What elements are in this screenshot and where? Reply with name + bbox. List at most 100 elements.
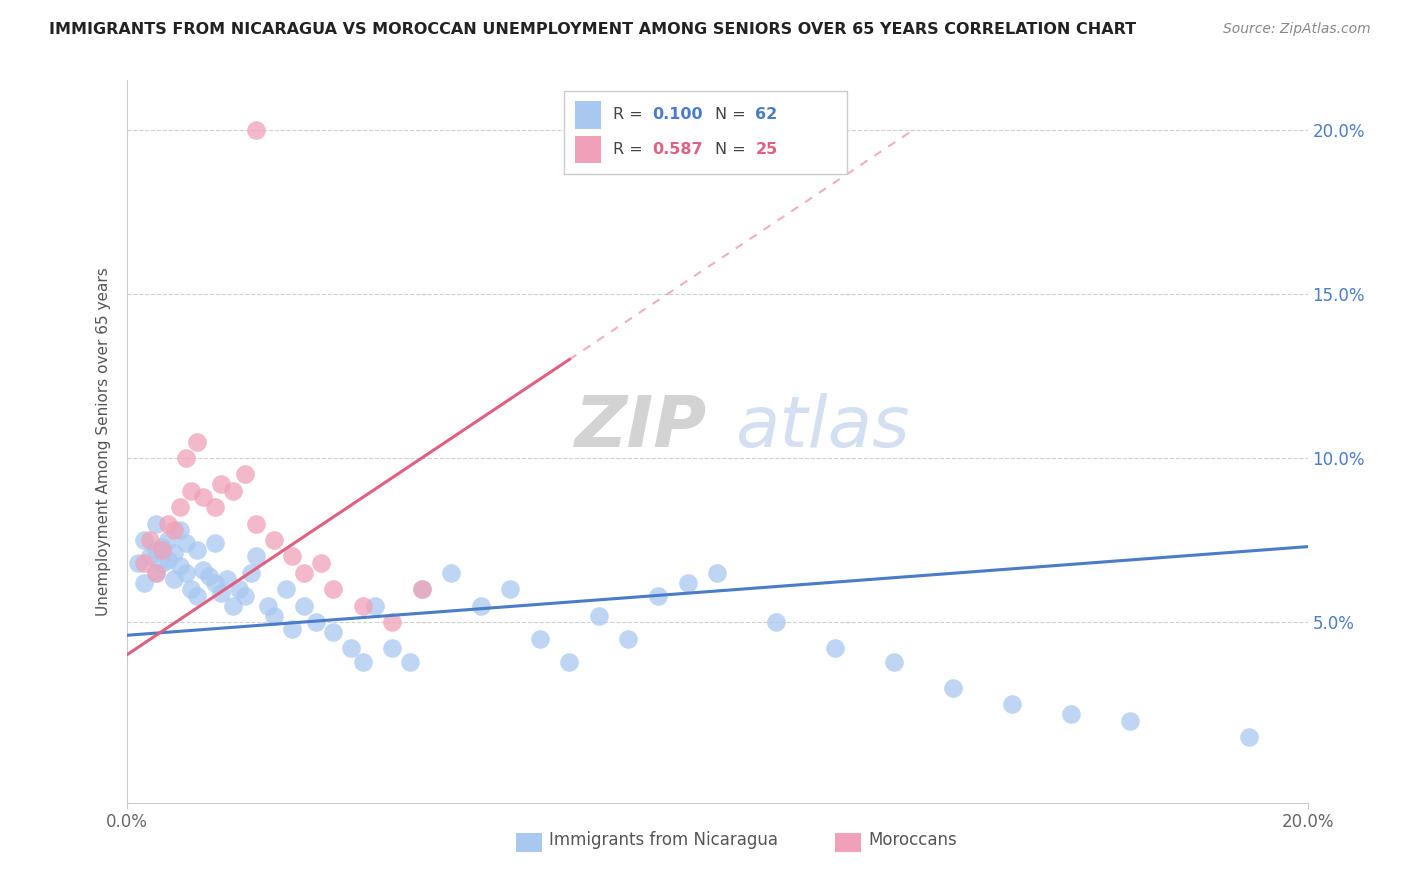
Point [311, 556, 333, 570]
Point [363, 599, 385, 613]
Point [529, 632, 551, 646]
Point [145, 566, 167, 580]
Point [174, 536, 197, 550]
Text: 25: 25 [756, 142, 779, 157]
Point [1060, 707, 1083, 722]
Point [352, 599, 374, 613]
Point [134, 556, 156, 570]
Text: R =: R = [613, 142, 648, 157]
Point [156, 553, 179, 567]
Point [163, 523, 186, 537]
Point [150, 556, 173, 570]
Point [204, 536, 226, 550]
Bar [575, 101, 602, 128]
Point [942, 681, 965, 695]
Bar [564, 91, 846, 174]
Point [180, 582, 202, 597]
Point [304, 615, 326, 630]
Text: 62: 62 [755, 107, 778, 122]
Point [765, 615, 787, 630]
Point [156, 516, 179, 531]
Text: ZIP: ZIP [575, 392, 707, 461]
Point [411, 582, 433, 597]
Point [169, 500, 191, 515]
Point [1237, 730, 1260, 744]
Text: Source: ZipAtlas.com: Source: ZipAtlas.com [1223, 22, 1371, 37]
Text: IMMIGRANTS FROM NICARAGUA VS MOROCCAN UNEMPLOYMENT AMONG SENIORS OVER 65 YEARS C: IMMIGRANTS FROM NICARAGUA VS MOROCCAN UN… [49, 22, 1136, 37]
Point [352, 655, 374, 669]
Point [883, 655, 905, 669]
Point [706, 566, 728, 580]
Point [322, 582, 344, 597]
Point [186, 542, 208, 557]
Point [145, 516, 167, 531]
Point [233, 589, 256, 603]
Point [169, 559, 191, 574]
Point [617, 632, 640, 646]
Point [209, 585, 232, 599]
Point [186, 589, 208, 603]
Point [281, 622, 304, 636]
Point [134, 533, 156, 547]
Point [381, 641, 404, 656]
Point [263, 533, 285, 547]
Point [180, 483, 202, 498]
Point [274, 582, 297, 597]
Point [558, 655, 581, 669]
Point [470, 599, 492, 613]
Point [150, 542, 173, 557]
Point [399, 655, 422, 669]
Point [139, 549, 162, 564]
Point [411, 582, 433, 597]
Point [257, 599, 280, 613]
Point [824, 641, 846, 656]
Point [281, 549, 304, 564]
Text: N =: N = [714, 107, 751, 122]
Point [245, 122, 267, 136]
Text: 0.100: 0.100 [652, 107, 703, 122]
Point [222, 599, 245, 613]
Point [204, 500, 226, 515]
Point [145, 542, 167, 557]
Point [174, 566, 197, 580]
Point [245, 516, 267, 531]
Point [145, 566, 167, 580]
Bar [516, 833, 543, 852]
Point [263, 608, 285, 623]
Point [169, 523, 191, 537]
Point [134, 575, 156, 590]
Point [163, 573, 186, 587]
Point [209, 477, 232, 491]
Point [127, 556, 149, 570]
Point [292, 599, 315, 613]
Point [381, 615, 404, 630]
Point [588, 608, 610, 623]
Text: Moroccans: Moroccans [869, 831, 957, 849]
Point [233, 467, 256, 482]
Point [322, 625, 344, 640]
Point [193, 563, 215, 577]
Point [1119, 714, 1142, 728]
Point [186, 434, 208, 449]
Point [647, 589, 669, 603]
Text: R =: R = [613, 107, 648, 122]
Text: N =: N = [714, 142, 751, 157]
Point [222, 483, 245, 498]
Text: atlas: atlas [735, 392, 910, 461]
Point [1001, 698, 1024, 712]
Point [156, 533, 179, 547]
Point [204, 575, 226, 590]
Point [174, 450, 197, 465]
Point [676, 575, 699, 590]
Point [228, 582, 250, 597]
Point [292, 566, 315, 580]
Text: Immigrants from Nicaragua: Immigrants from Nicaragua [550, 831, 779, 849]
Point [499, 582, 522, 597]
Text: 0.587: 0.587 [652, 142, 703, 157]
Point [139, 533, 162, 547]
Point [239, 566, 262, 580]
Bar [835, 833, 860, 852]
Point [150, 540, 173, 554]
Y-axis label: Unemployment Among Seniors over 65 years: Unemployment Among Seniors over 65 years [96, 268, 111, 615]
Point [245, 549, 267, 564]
